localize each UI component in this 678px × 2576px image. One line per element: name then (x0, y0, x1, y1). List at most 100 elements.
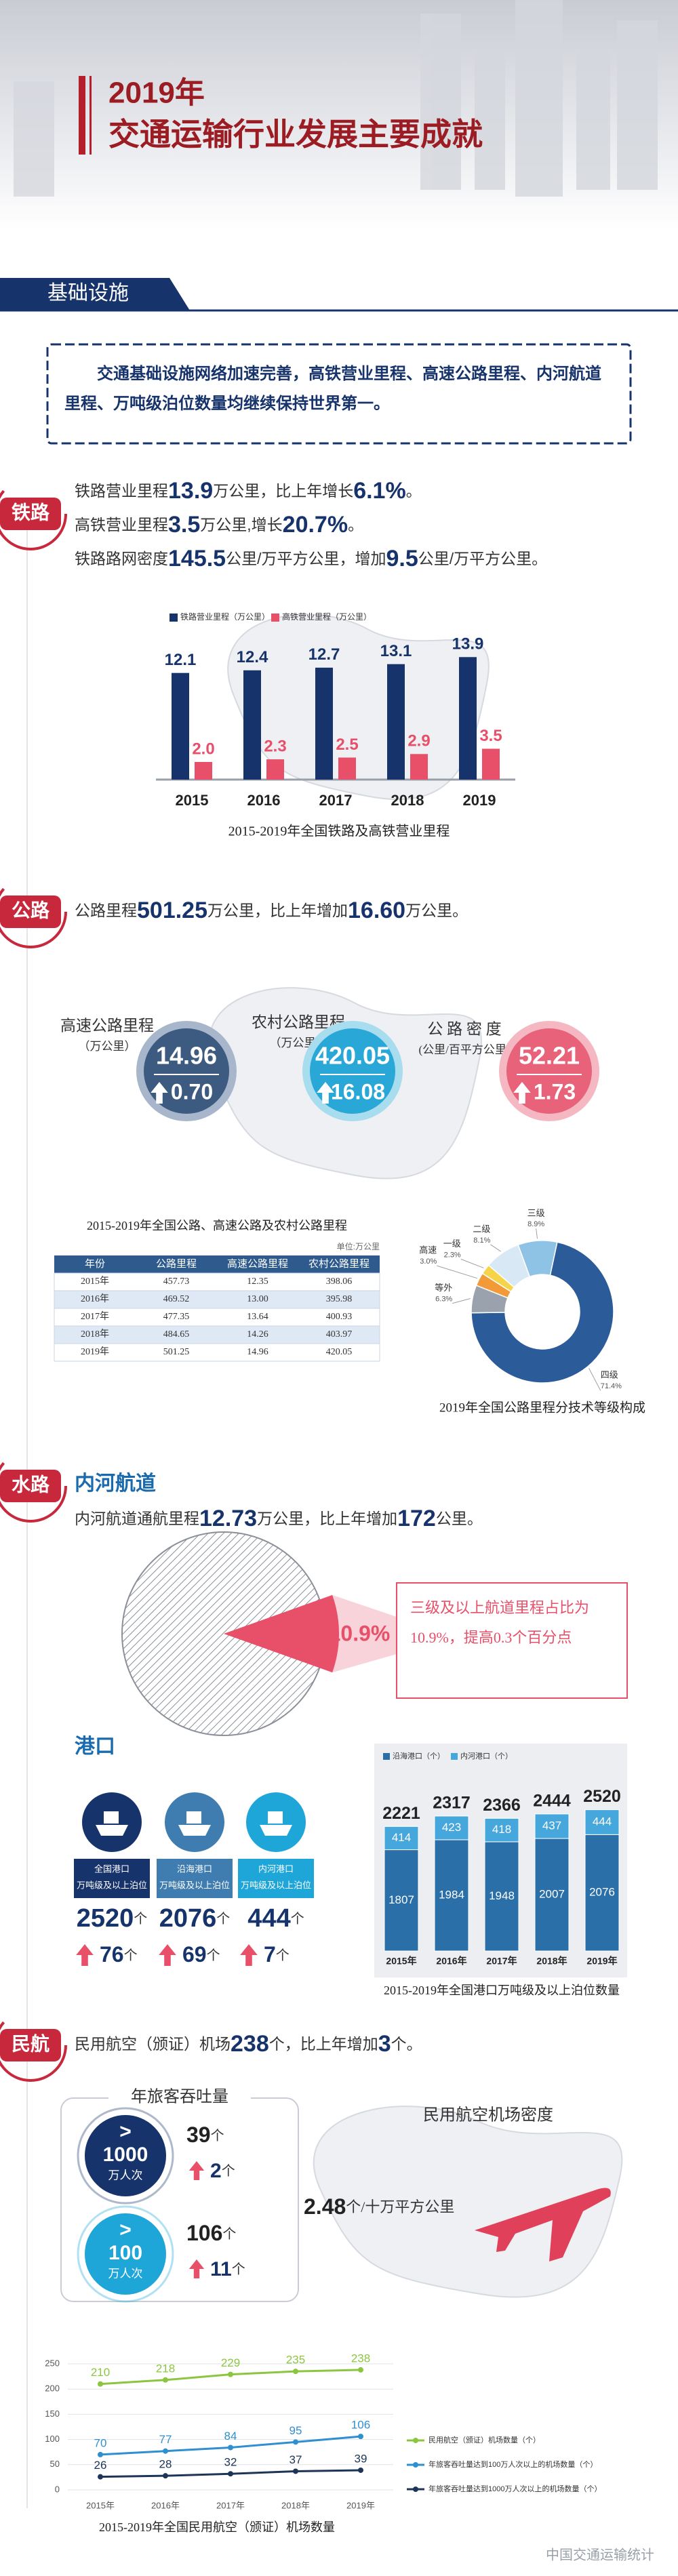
sentence-part: 万公里，比上年增长 (213, 482, 353, 500)
caption: 2015-2019年全国铁路及高铁营业里程 (228, 824, 450, 839)
table-row-bg (54, 1290, 380, 1309)
y-tick-label: 150 (45, 2409, 60, 2419)
highlight-number: 3 (378, 2031, 391, 2057)
point (98, 2474, 103, 2480)
sentence: 铁路路网密度145.5公里/万平方公里，增加9.5公里/万平方公里。 (75, 546, 547, 571)
section-tag (0, 895, 61, 928)
sentence: 民用航空（颁证）机场238个，比上年增加3个。 (75, 2031, 422, 2057)
sentence: 公路里程501.25万公里，比上年增加16.60万公里。 (75, 898, 468, 923)
indicator-value: 14.96 (156, 1042, 217, 1070)
pie-slice (224, 1594, 340, 1673)
point-label: 235 (286, 2354, 305, 2367)
y-tick-label: 250 (45, 2358, 60, 2368)
passenger-ring (77, 2205, 174, 2303)
port-change: 7个 (264, 1942, 290, 1967)
section-tab (0, 278, 190, 310)
port-change-number: 69 (182, 1942, 207, 1967)
table-cell: 13.64 (247, 1312, 268, 1322)
highlight-number: 13.9 (168, 478, 213, 504)
port-label: 全国港口 (94, 1864, 129, 1874)
sentence-part: 内河航道通航里程 (75, 1510, 199, 1527)
section-ring (0, 1449, 67, 1523)
point-label: 238 (351, 2352, 370, 2364)
density: 2.48个/十万平方公里 (304, 2194, 454, 2219)
point-label: 218 (156, 2362, 175, 2375)
airport-count: 106个 (186, 2221, 236, 2245)
point (228, 2371, 233, 2377)
title-bar-thin (89, 76, 92, 155)
bar-segment (384, 1849, 419, 1952)
legend-label: 铁路营业里程（万公里） (180, 611, 270, 622)
point (98, 2451, 103, 2457)
port-value: 2520个 (77, 1904, 148, 1933)
highlight-number: 12.73 (199, 1506, 257, 1531)
sentence-part: 个，比上年增加 (269, 2035, 378, 2053)
table-cell: 403.97 (326, 1329, 353, 1340)
x-tick-label: 2019年 (586, 1956, 617, 1967)
point-label: 70 (94, 2436, 107, 2449)
donut-value-label: 71.4% (601, 1382, 622, 1390)
x-tick-label: 2019 (463, 792, 496, 809)
bar (338, 757, 356, 780)
callout-text: 三级及以上航道里程占比为10.9%，提高0.3个百分点 (410, 1599, 590, 1646)
airport-count-unit: 个 (222, 2226, 236, 2242)
x-tick-label: 2016年 (436, 1956, 466, 1967)
donut-value-label: 3.0% (420, 1257, 437, 1266)
point (293, 2439, 298, 2445)
port-change-unit: 个 (276, 1948, 290, 1963)
bar (266, 759, 284, 780)
section-tag (0, 1470, 61, 1502)
indicator-change: 16.08 (331, 1079, 385, 1104)
intro-box (46, 343, 632, 445)
passenger-circle (85, 2115, 166, 2196)
bar-label: 13.1 (380, 642, 412, 660)
point-label: 28 (159, 2458, 172, 2471)
point (228, 2444, 233, 2451)
point (358, 2367, 363, 2373)
sentence-part: 公里。 (436, 1510, 483, 1527)
map-background (227, 613, 490, 801)
port-label: 内河港口 (258, 1864, 294, 1874)
bar-label: 3.5 (479, 727, 502, 745)
x-tick-label: 2017年 (486, 1956, 517, 1967)
legend-marker (413, 2438, 418, 2443)
title: 交通运输行业发展主要成就 (108, 117, 483, 152)
leader-line (536, 1228, 538, 1239)
section-ring (0, 477, 67, 550)
pie-value-label: 10.9% (329, 1621, 391, 1645)
passenger-title: 年旅客吞吐量 (131, 2088, 228, 2106)
intro-box: 交通基础设施网络加速完善，高铁营业里程、高速公路里程、内河航道里程、万吨级泊位数… (64, 365, 601, 413)
ship-glyph (260, 1811, 292, 1836)
density-number: 2.48 (304, 2194, 346, 2219)
port-value: 444个 (247, 1904, 304, 1933)
up-arrow (317, 1082, 334, 1104)
port-label: 万吨级及以上泊位 (241, 1880, 311, 1890)
x-tick-label: 2018年 (536, 1956, 567, 1967)
sentence: 内河航道通航里程12.73万公里，比上年增加172公里。 (75, 1506, 483, 1531)
sentence: 高铁营业里程3.5万公里,增长20.7%。 (75, 512, 363, 538)
table-header-bg (54, 1255, 380, 1273)
table-cell: 2018年 (81, 1329, 109, 1340)
density-title: 民用航空机场密度 (423, 2106, 553, 2125)
y-tick-label: 100 (45, 2434, 60, 2444)
up-arrow (159, 1944, 176, 1966)
passenger-ring (77, 2107, 174, 2205)
table-cell: 14.26 (247, 1329, 268, 1340)
port-change: 69个 (182, 1942, 220, 1967)
donut-segment (487, 1244, 531, 1289)
passenger-unit: 万人次 (108, 2267, 143, 2280)
port-change-unit: 个 (207, 1948, 220, 1963)
table-cell: 13.00 (247, 1294, 268, 1304)
watermark: 中国交通运输统计 (546, 2547, 654, 2562)
sentence-part: 铁路路网密度 (75, 550, 168, 567)
callout-pointer (332, 1594, 397, 1673)
point (293, 2468, 298, 2474)
bar-segment (384, 1826, 419, 1851)
table-cell: 420.05 (326, 1347, 353, 1357)
port-label: 万吨级及以上泊位 (159, 1880, 230, 1890)
airport-change-unit: 个 (222, 2163, 235, 2179)
sentence: 铁路营业里程13.9万公里，比上年增长6.1%。 (75, 478, 422, 504)
bar-label: 2.0 (192, 740, 214, 758)
segment-label: 418 (492, 1823, 511, 1836)
